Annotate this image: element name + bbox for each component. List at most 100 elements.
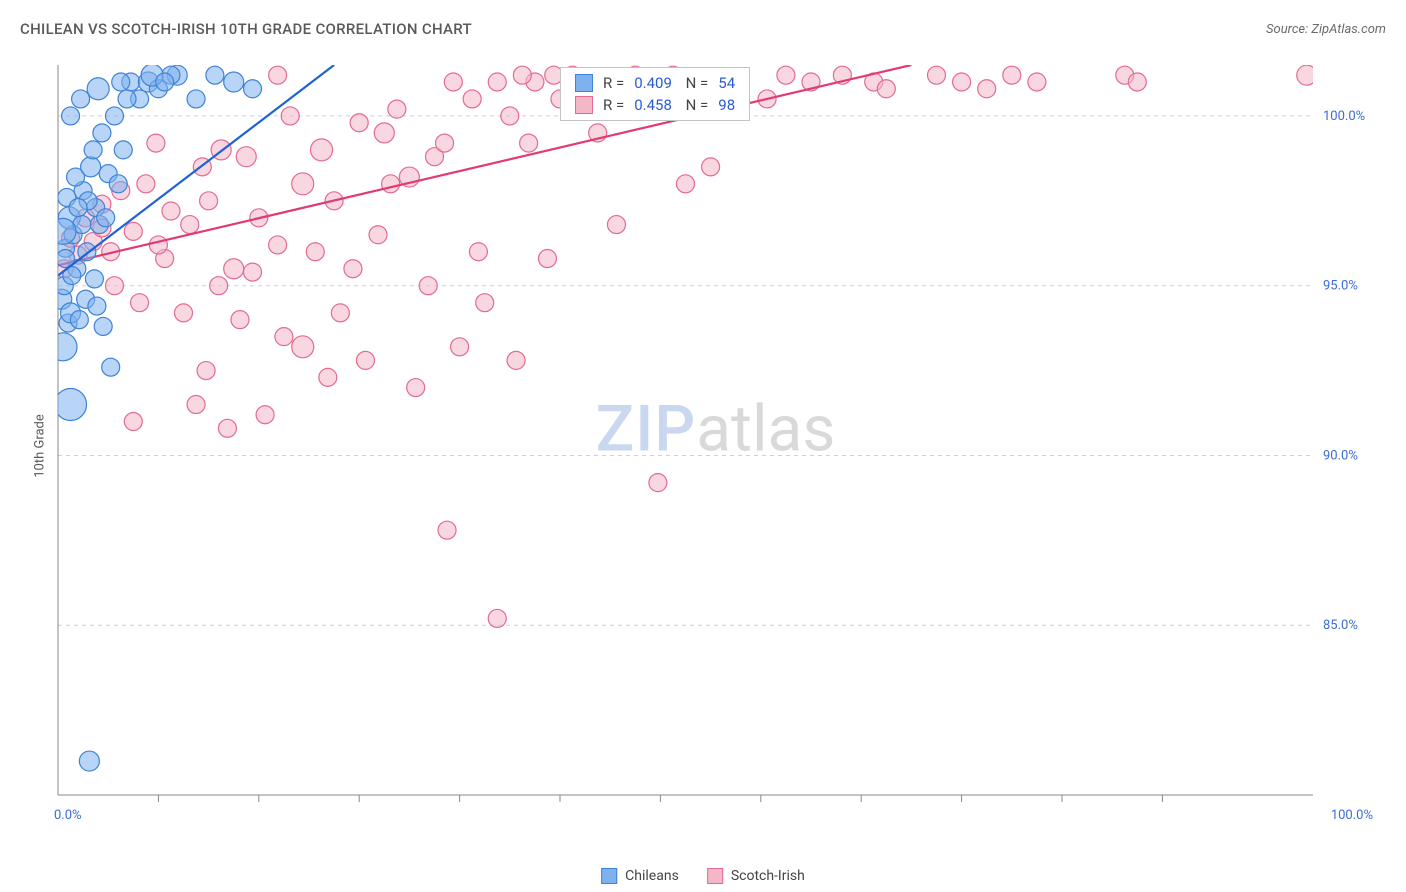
y-tick-label: 100.0%: [1323, 109, 1365, 124]
trend-line: [58, 65, 911, 265]
data-point: [79, 751, 99, 771]
stat-n-chileans: 54: [718, 74, 735, 92]
legend-swatch-chileans: [601, 868, 617, 884]
data-point: [149, 236, 167, 254]
data-point: [382, 175, 400, 193]
data-point: [488, 73, 506, 91]
data-point: [438, 521, 456, 539]
x-tick-label: 100.0%: [1331, 808, 1373, 823]
data-point: [105, 107, 123, 125]
data-point: [93, 124, 111, 142]
stat-label-r: R =: [603, 74, 624, 92]
data-point: [72, 90, 90, 108]
data-point: [513, 66, 531, 84]
x-tick-label: 0.0%: [54, 808, 82, 823]
data-point: [436, 134, 454, 152]
stat-n-scotchirish: 98: [718, 96, 735, 114]
data-point: [244, 80, 262, 98]
legend-swatch-scotchirish: [707, 868, 723, 884]
data-point: [356, 351, 374, 369]
y-tick-label: 95.0%: [1323, 279, 1358, 294]
data-point: [476, 294, 494, 312]
data-point: [269, 236, 287, 254]
data-point: [292, 336, 314, 358]
data-point: [488, 609, 506, 627]
legend-item-chileans: Chileans: [601, 868, 679, 884]
data-point: [236, 147, 256, 167]
y-axis-label: 10th Grade: [32, 414, 47, 478]
data-point: [538, 250, 556, 268]
data-point: [953, 73, 971, 91]
data-point: [97, 209, 115, 227]
data-point: [162, 202, 180, 220]
chart-source: Source: ZipAtlas.com: [1266, 22, 1386, 37]
data-point: [978, 80, 996, 98]
data-point: [187, 396, 205, 414]
data-point: [677, 175, 695, 193]
plot-area: 85.0%90.0%95.0%100.0%0.0%100.0% ZIPatlas…: [48, 55, 1383, 835]
data-point: [702, 158, 720, 176]
data-point: [109, 175, 127, 193]
data-point: [88, 297, 106, 315]
data-point: [197, 362, 215, 380]
data-point: [124, 413, 142, 431]
data-point: [444, 73, 462, 91]
data-point: [244, 263, 262, 281]
data-point: [507, 351, 525, 369]
stat-label-n2: N =: [682, 96, 708, 114]
data-point: [419, 277, 437, 295]
data-point: [114, 141, 132, 159]
data-point: [463, 90, 481, 108]
data-point: [81, 157, 101, 177]
data-point: [319, 368, 337, 386]
data-point: [62, 107, 80, 125]
stat-r-chileans: 0.409: [634, 74, 672, 92]
data-point: [1128, 73, 1146, 91]
data-point: [388, 100, 406, 118]
data-point: [350, 114, 368, 132]
data-point: [306, 243, 324, 261]
data-point: [112, 73, 130, 91]
data-point: [281, 107, 299, 125]
stats-row-chileans: R = 0.409 N = 54: [561, 72, 749, 94]
legend-item-scotchirish: Scotch-Irish: [707, 868, 805, 884]
data-point: [451, 338, 469, 356]
legend-label-chileans: Chileans: [625, 868, 679, 884]
data-point: [181, 216, 199, 234]
bottom-legend: Chileans Scotch-Irish: [601, 868, 805, 884]
data-point: [206, 66, 224, 84]
data-point: [344, 260, 362, 278]
data-point: [231, 311, 249, 329]
data-point: [94, 317, 112, 335]
data-point: [124, 222, 142, 240]
data-point: [137, 175, 155, 193]
data-point: [1003, 66, 1021, 84]
stats-legend-box: R = 0.409 N = 54 R = 0.458 N = 98: [560, 67, 750, 121]
data-point: [292, 173, 314, 195]
data-point: [520, 134, 538, 152]
stat-label-r2: R =: [603, 96, 624, 114]
y-tick-label: 90.0%: [1323, 448, 1358, 463]
data-point: [49, 333, 77, 361]
data-point: [55, 389, 87, 421]
data-point: [407, 379, 425, 397]
data-point: [102, 358, 120, 376]
data-point: [131, 294, 149, 312]
data-point: [69, 199, 87, 217]
data-point: [877, 80, 895, 98]
data-point: [175, 304, 193, 322]
data-point: [156, 73, 174, 91]
data-point: [147, 134, 165, 152]
data-point: [1028, 73, 1046, 91]
data-point: [118, 90, 136, 108]
data-point: [469, 243, 487, 261]
stats-row-scotchirish: R = 0.458 N = 98: [561, 94, 749, 116]
data-point: [70, 311, 88, 329]
data-point: [311, 139, 333, 161]
data-point: [84, 141, 102, 159]
data-point: [777, 66, 795, 84]
data-point: [218, 419, 236, 437]
data-point: [85, 270, 103, 288]
data-point: [200, 192, 218, 210]
scatter-chart: 85.0%90.0%95.0%100.0%0.0%100.0%: [48, 55, 1383, 835]
